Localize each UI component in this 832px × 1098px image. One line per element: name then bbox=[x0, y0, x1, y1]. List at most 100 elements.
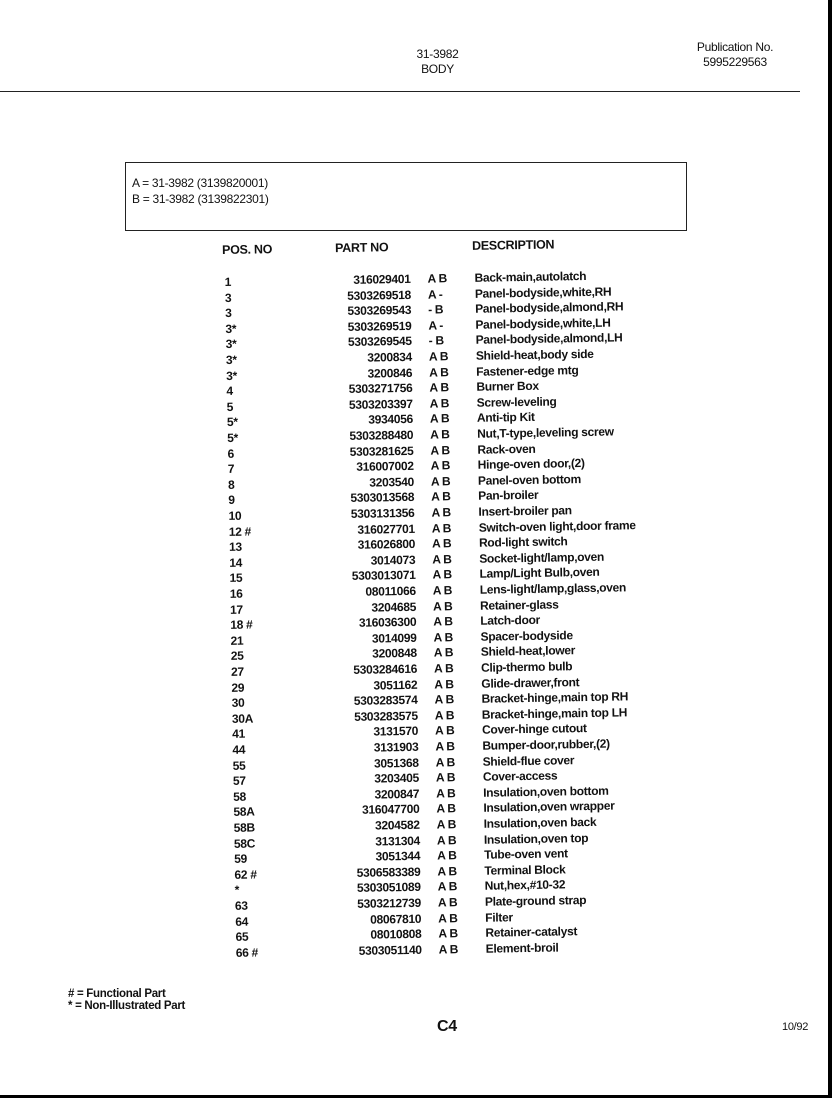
model-applicability: A B bbox=[438, 926, 458, 941]
part-no: 5303283574 bbox=[353, 693, 418, 709]
description: Clip-thermo bulb bbox=[480, 659, 573, 675]
description: Filter bbox=[485, 909, 513, 925]
part-no: 316047700 bbox=[361, 802, 420, 818]
part-no: 5303283575 bbox=[354, 708, 418, 724]
description: Bracket-hinge,main top RH bbox=[481, 689, 629, 706]
part-no: 3200834 bbox=[367, 349, 413, 365]
model-legend-box: A = 31-3982 (3139820001) B = 31-3982 (31… bbox=[125, 162, 687, 231]
model-applicability: A B bbox=[436, 832, 457, 848]
model-applicability: A B bbox=[430, 458, 451, 473]
description: Terminal Block bbox=[484, 862, 566, 878]
pos-no: 63 bbox=[234, 898, 248, 913]
part-no: 5303271756 bbox=[348, 381, 413, 397]
description: Panel-bodyside,white,LH bbox=[475, 315, 611, 332]
model-applicability: A B bbox=[432, 567, 452, 582]
part-no: 3934056 bbox=[368, 412, 414, 427]
legend-b: B = 31-3982 (3139822301) bbox=[132, 192, 269, 206]
description: Shield-heat,lower bbox=[480, 643, 576, 660]
pos-no: 57 bbox=[232, 773, 246, 789]
pos-no: 25 bbox=[230, 649, 244, 664]
description: Nut,T-type,leveling screw bbox=[477, 424, 614, 441]
part-no: 5303269543 bbox=[347, 303, 412, 319]
description: Pan-broiler bbox=[478, 488, 539, 504]
part-no: 5303013568 bbox=[350, 490, 415, 506]
model-applicability: A B bbox=[429, 396, 450, 411]
description: Shield-heat,body side bbox=[475, 346, 594, 363]
note-non-illustrated: * = Non-Illustrated Part bbox=[68, 1000, 186, 1012]
description: Lens-light/lamp,glass,oven bbox=[479, 580, 627, 597]
model-applicability: A B bbox=[437, 863, 457, 879]
pos-no: 3* bbox=[225, 352, 237, 367]
pos-no: 1 bbox=[224, 274, 232, 289]
model-applicability: A B bbox=[435, 723, 455, 738]
page-code: C4 bbox=[437, 1018, 457, 1035]
part-no: 3203405 bbox=[374, 770, 420, 786]
model-applicability: A B bbox=[437, 895, 458, 910]
description: Insulation,oven back bbox=[483, 814, 597, 831]
model-applicability: A B bbox=[429, 380, 449, 395]
pos-no: 15 bbox=[229, 571, 243, 586]
pos-no: 14 bbox=[229, 555, 243, 570]
description: Insulation,oven wrapper bbox=[483, 798, 615, 816]
pos-no: 66 # bbox=[235, 945, 259, 960]
description: Shield-flue cover bbox=[482, 752, 575, 769]
description: Switch-oven light,door frame bbox=[478, 517, 636, 535]
description: Burner Box bbox=[476, 378, 539, 394]
description: Element-broil bbox=[485, 940, 559, 956]
description: Back-main,autolatch bbox=[474, 268, 587, 285]
legend-a: A = 31-3982 (3139820001) bbox=[132, 176, 268, 190]
col-pos: POS. NO bbox=[222, 242, 273, 257]
part-no: 5303269518 bbox=[347, 287, 411, 303]
pos-no: 30A bbox=[231, 711, 254, 726]
part-no: 3204582 bbox=[374, 817, 420, 833]
model-applicability: A B bbox=[430, 474, 451, 489]
part-no: 3051344 bbox=[375, 848, 421, 864]
part-no: 3203540 bbox=[369, 474, 415, 490]
part-no: 5303051140 bbox=[358, 942, 422, 958]
model-applicability: A B bbox=[435, 754, 456, 770]
part-no: 5303281625 bbox=[349, 443, 414, 459]
part-no: 3131903 bbox=[373, 739, 419, 755]
description: Insert-broiler pan bbox=[478, 503, 572, 519]
pos-no: 44 bbox=[232, 742, 246, 757]
part-no: 316026800 bbox=[357, 537, 416, 552]
pos-no: 3* bbox=[226, 368, 238, 383]
part-no: 3200848 bbox=[372, 646, 417, 661]
section-title: BODY bbox=[421, 62, 454, 76]
description: Retainer-catalyst bbox=[485, 924, 578, 940]
part-no: 5303284616 bbox=[353, 661, 418, 677]
description: Cover-access bbox=[482, 768, 558, 784]
pos-no: 8 bbox=[227, 477, 235, 492]
publication-number: 5995229563 bbox=[703, 55, 767, 69]
description: Bumper-door,rubber,(2) bbox=[482, 736, 610, 753]
pos-no: 58A bbox=[233, 804, 255, 820]
header-center: 31-3982 BODY bbox=[400, 47, 475, 77]
model-applicability: A B bbox=[430, 427, 450, 442]
part-no: 08011066 bbox=[365, 583, 416, 599]
model-applicability: A B bbox=[427, 271, 448, 286]
model-applicability: A B bbox=[431, 520, 452, 536]
pos-no: 5 bbox=[226, 399, 234, 414]
model-applicability: A B bbox=[432, 552, 452, 567]
description: Retainer-glass bbox=[479, 597, 559, 613]
pos-no: 18 # bbox=[230, 617, 253, 633]
description: Latch-door bbox=[480, 612, 541, 628]
pos-no: 55 bbox=[232, 758, 246, 773]
pos-no: 3 bbox=[224, 290, 232, 305]
model-applicability: A B bbox=[436, 801, 456, 816]
note-functional: # = Functional Part bbox=[68, 988, 166, 1000]
model-applicability: A B bbox=[435, 770, 456, 785]
description: Panel-oven bottom bbox=[477, 471, 581, 488]
model-applicability: A B bbox=[431, 505, 451, 520]
model-applicability: A B bbox=[437, 848, 457, 863]
description: Glide-drawer,front bbox=[481, 674, 580, 691]
part-no: 3014073 bbox=[370, 552, 416, 568]
model-applicability: - B bbox=[428, 333, 444, 348]
publication-info: Publication No. 5995229563 bbox=[680, 40, 790, 70]
pos-no: * bbox=[234, 883, 240, 898]
model-applicability: A B bbox=[429, 364, 449, 380]
model-applicability: A B bbox=[436, 817, 457, 832]
part-no: 3200846 bbox=[367, 365, 413, 381]
part-no: 3051368 bbox=[373, 755, 419, 771]
